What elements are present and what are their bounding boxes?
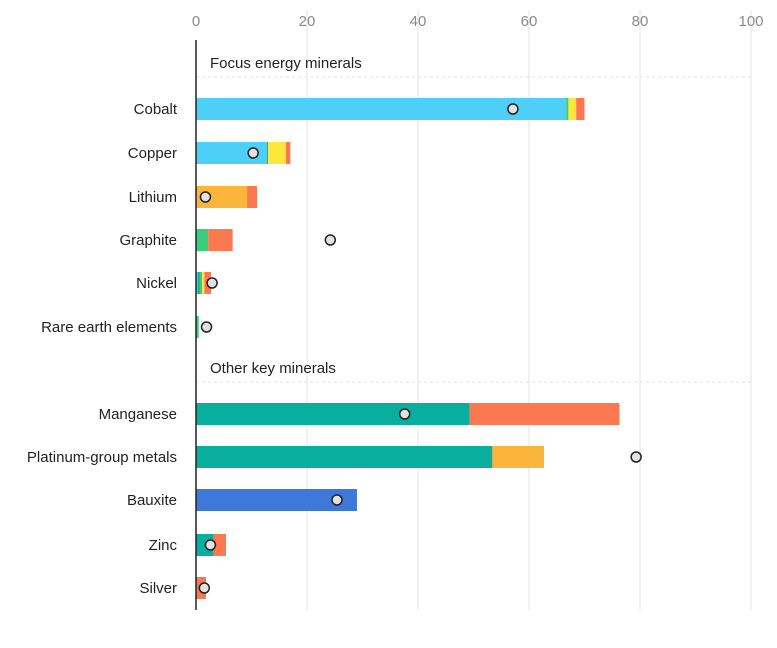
bar-zinc-segment-2 bbox=[213, 534, 226, 556]
bar-cobalt-segment-2 bbox=[566, 98, 569, 120]
category-label-lithium: Lithium bbox=[129, 189, 177, 206]
bar-manganese-segment-1 bbox=[196, 403, 470, 425]
marker-rare-earth-elements bbox=[200, 321, 213, 333]
category-label-cobalt: Cobalt bbox=[134, 101, 178, 118]
bar-copper-segment-4 bbox=[285, 142, 291, 164]
bar-cobalt-segment-3 bbox=[568, 98, 577, 120]
category-labels: Cobalt Copper Lithium Graphite Nickel Rare ea… bbox=[27, 101, 178, 597]
bars bbox=[196, 98, 620, 599]
category-label-graphite: Graphite bbox=[119, 232, 177, 249]
bar-cobalt-segment-4 bbox=[576, 98, 585, 120]
marker-lithium bbox=[199, 191, 212, 203]
bar-copper-segment-1 bbox=[196, 142, 268, 164]
bar-platinum-group-metals-segment-1 bbox=[196, 446, 493, 468]
x-tick-label-20: 20 bbox=[299, 13, 316, 30]
bar-manganese-segment-2 bbox=[469, 403, 620, 425]
x-tick-label-0: 0 bbox=[192, 13, 200, 30]
category-label-nickel: Nickel bbox=[136, 275, 177, 292]
group-label-focus-energy-minerals: Focus energy minerals bbox=[210, 55, 362, 72]
marker-cobalt bbox=[507, 103, 519, 115]
bar-platinum-group-metals-segment-2 bbox=[492, 446, 544, 468]
marker-manganese bbox=[398, 408, 411, 420]
category-label-manganese: Manganese bbox=[99, 406, 177, 423]
markers bbox=[198, 103, 642, 594]
bar-nickel-segment-1 bbox=[196, 272, 198, 294]
category-label-silver: Silver bbox=[139, 580, 177, 597]
group-labels: Focus energy minerals Other key minerals bbox=[196, 55, 751, 383]
category-label-platinum-group-metals: Platinum-group metals bbox=[27, 449, 177, 466]
x-tick-label-100: 100 bbox=[738, 13, 763, 30]
bar-nickel-segment-4 bbox=[202, 272, 205, 294]
bar-cobalt-segment-1 bbox=[196, 98, 567, 120]
bar-graphite-segment-2 bbox=[208, 229, 233, 251]
bar-copper-segment-2 bbox=[267, 142, 269, 164]
category-label-bauxite: Bauxite bbox=[127, 492, 177, 509]
category-label-rare-earth-elements: Rare earth elements bbox=[41, 319, 177, 336]
x-tick-label-60: 60 bbox=[521, 13, 538, 30]
x-axis-ticks: 0 20 40 60 80 100 bbox=[192, 13, 764, 30]
bar-lithium-segment-2 bbox=[247, 186, 258, 208]
group-label-other-key-minerals: Other key minerals bbox=[210, 360, 336, 377]
bar-lithium-segment-1 bbox=[196, 186, 248, 208]
bar-nickel-segment-2 bbox=[197, 272, 200, 294]
x-tick-label-80: 80 bbox=[632, 13, 649, 30]
bar-bauxite-segment-1 bbox=[196, 489, 357, 511]
marker-bauxite bbox=[331, 494, 343, 506]
marker-silver bbox=[198, 582, 211, 594]
marker-graphite bbox=[324, 234, 337, 246]
bar-copper-segment-3 bbox=[268, 142, 286, 164]
category-label-zinc: Zinc bbox=[149, 537, 178, 554]
bar-nickel-segment-3 bbox=[199, 272, 203, 294]
marker-copper bbox=[247, 147, 259, 159]
marker-platinum-group-metals bbox=[630, 451, 642, 463]
bar-graphite-segment-1 bbox=[196, 229, 209, 251]
marker-nickel bbox=[206, 277, 218, 289]
bar-rare-earth-elements-segment-1 bbox=[196, 316, 199, 338]
x-tick-label-40: 40 bbox=[410, 13, 427, 30]
category-label-copper: Copper bbox=[128, 145, 177, 162]
marker-zinc bbox=[204, 539, 217, 551]
